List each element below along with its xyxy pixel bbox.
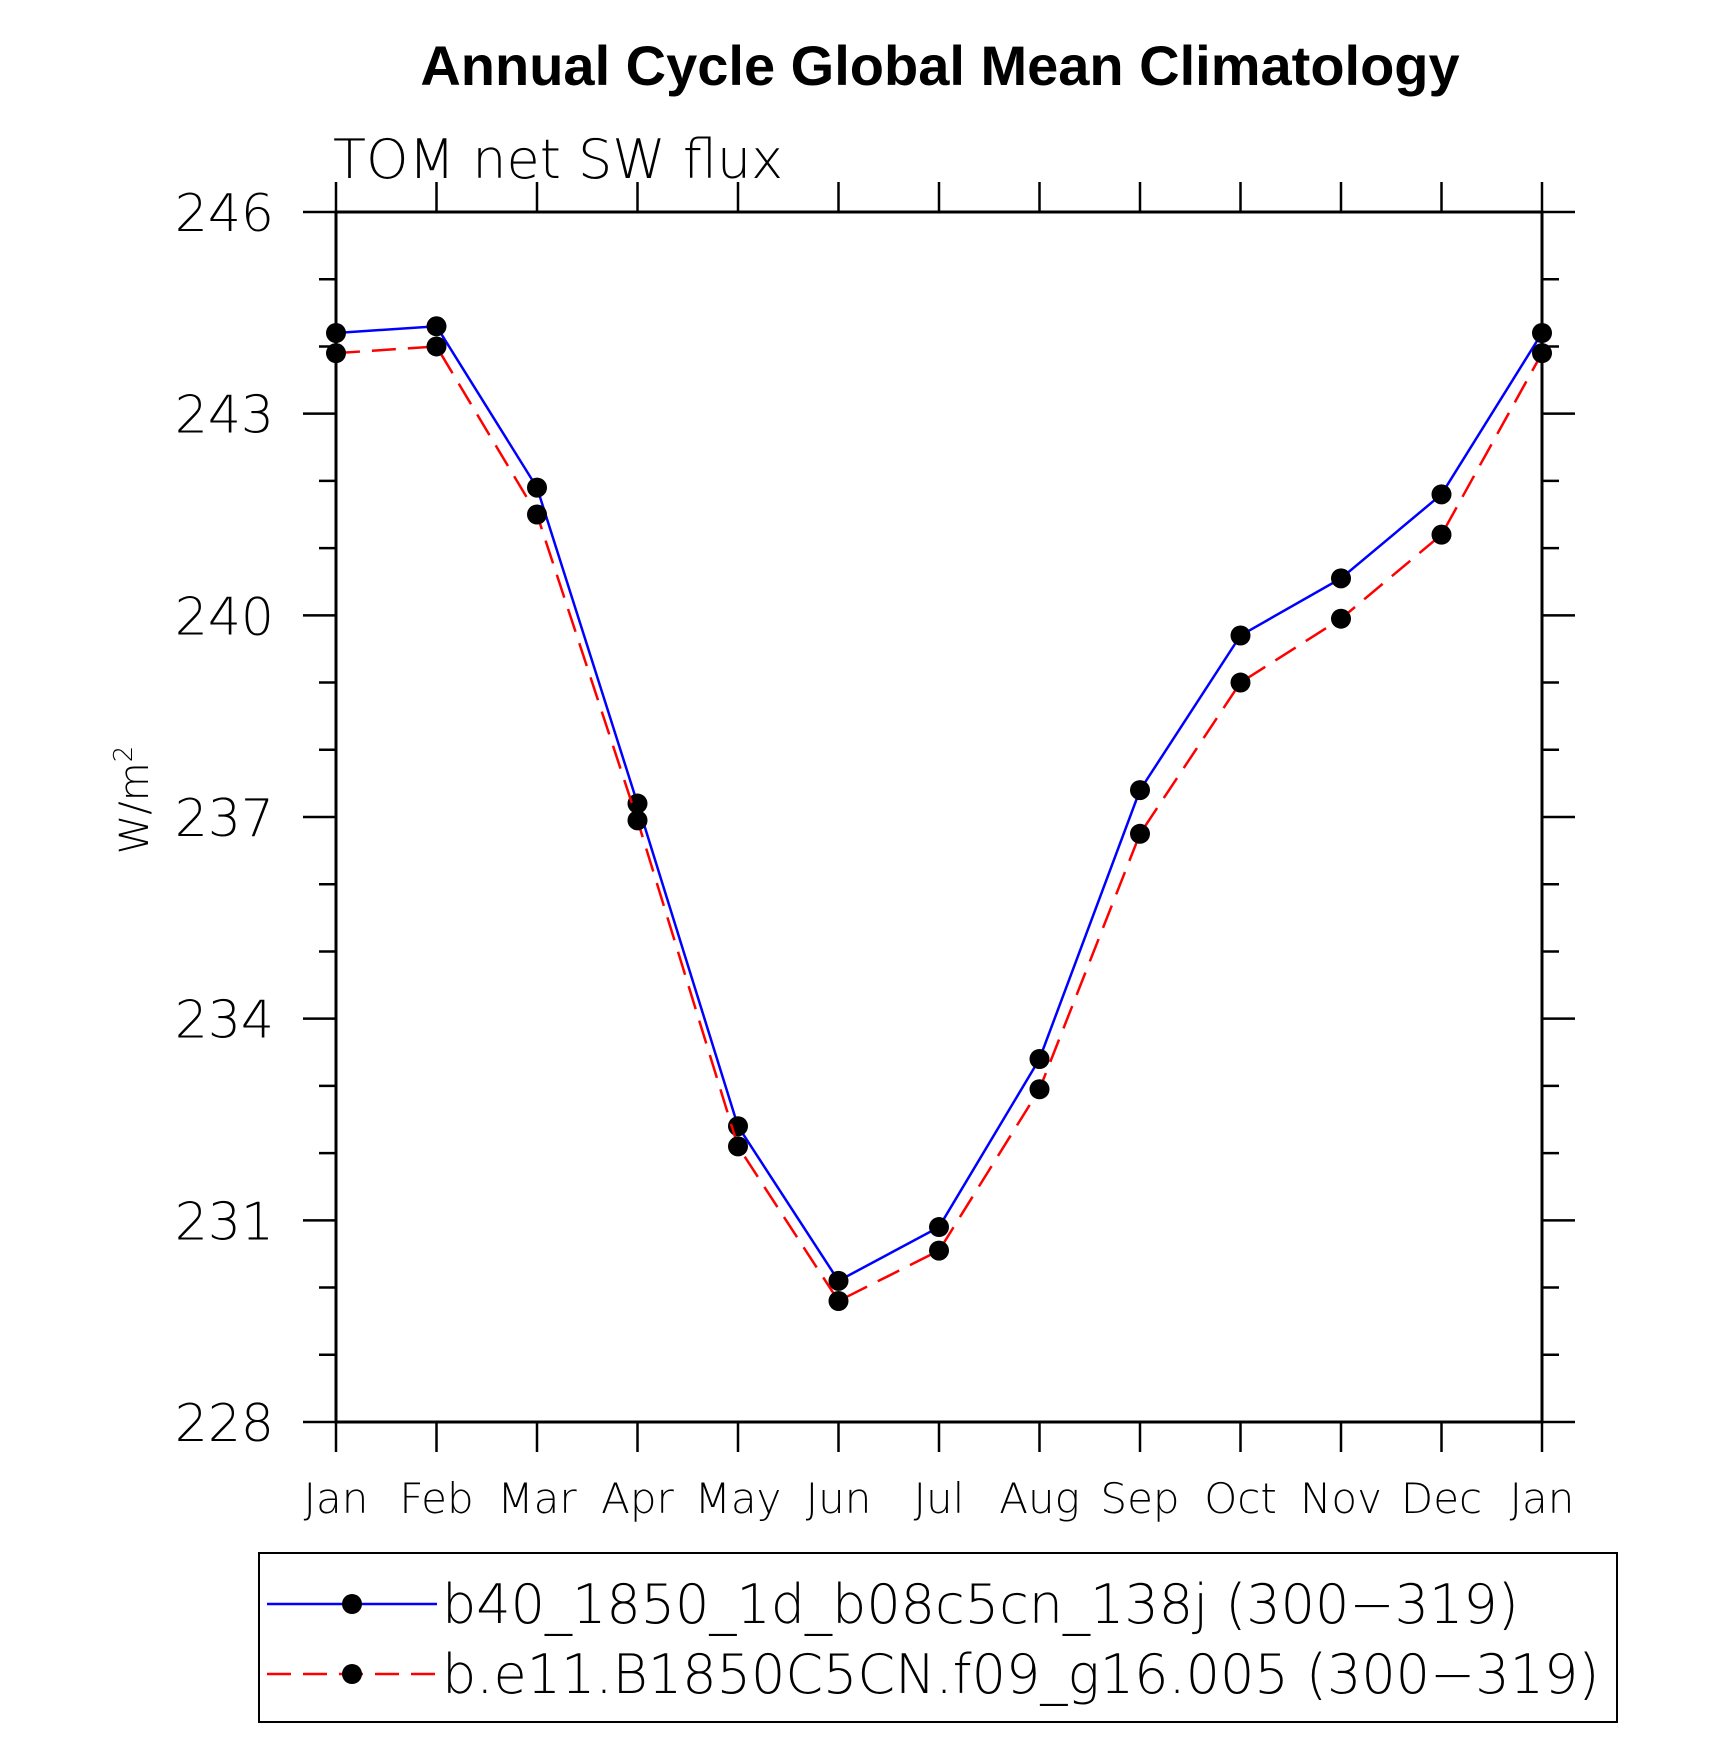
legend-marker (342, 1664, 362, 1684)
y-tick-label: 246 (175, 184, 274, 244)
data-point (1130, 823, 1150, 844)
series-1 (326, 316, 1552, 1291)
series-line (335, 345, 1544, 1303)
plot-frame (334, 210, 1544, 1424)
plot-area (326, 316, 1552, 1311)
data-point (1532, 323, 1552, 343)
x-tick-label: Sep (1100, 1474, 1179, 1523)
data-point (828, 1291, 849, 1311)
x-tick-label: May (695, 1474, 782, 1523)
x-tick-label: Oct (1204, 1474, 1277, 1523)
legend-marker (342, 1594, 362, 1614)
y-axis-title: W/m2 (109, 746, 158, 855)
legend-box (258, 1552, 1618, 1723)
x-tick-label: Mar (497, 1474, 577, 1523)
data-point (326, 343, 346, 364)
series-line (335, 324, 1544, 1283)
legend-entry-2: b.e11.B1850C5CN.f09_g16.005 (300−319) (267, 1643, 1599, 1706)
y-tick-label: 228 (175, 1394, 274, 1454)
x-tick-label: Jan (1510, 1474, 1575, 1523)
data-point (527, 504, 547, 525)
x-tick-label: Jun (806, 1474, 872, 1523)
x-tick-label: Nov (1300, 1474, 1382, 1523)
data-point (929, 1217, 949, 1238)
data-point (627, 810, 648, 831)
x-tick-label: Aug (999, 1474, 1080, 1523)
chart-subtitle: TOM net SW flux (333, 128, 783, 191)
data-point (1532, 343, 1552, 364)
data-point (326, 323, 346, 343)
y-axis-label-superscript: 2 (109, 746, 139, 763)
data-point (527, 477, 547, 498)
legend-entry-1: b40_1850_1d_b08c5cn_138j (300−319) (267, 1573, 1519, 1636)
x-axis: Jan Feb Mar Apr May Jun Jul Aug Sep Oct Nov Dec Jan (304, 182, 1575, 1523)
data-point (1431, 484, 1452, 505)
data-point (1331, 568, 1351, 589)
legend-entries: b40_1850_1d_b08c5cn_138j (300−319) b.e11.… (267, 1573, 1599, 1706)
y-tick-label: 234 (175, 991, 274, 1051)
legend: b40_1850_1d_b08c5cn_138j (300−319) b.e11.… (258, 1552, 1618, 1723)
data-point (929, 1240, 949, 1261)
x-tick-label: Jan (304, 1474, 369, 1523)
x-tick-label: Apr (601, 1474, 674, 1523)
legend-label: b.e11.B1850C5CN.f09_g16.005 (300−319) (442, 1643, 1599, 1706)
svg-text:W/m2: W/m2 (109, 746, 158, 855)
y-axis-label: W/m (112, 762, 158, 854)
y-axis: 228 231 234 237 240 243 246 (175, 184, 1575, 1454)
x-tick-label: Jul (914, 1474, 965, 1523)
data-point (1130, 780, 1150, 801)
x-tick-label: Dec (1401, 1474, 1482, 1523)
series-2 (326, 336, 1552, 1311)
data-point (1029, 1079, 1050, 1100)
y-tick-label: 231 (175, 1192, 274, 1252)
chart-title: Annual Cycle Global Mean Climatology (420, 34, 1459, 97)
data-point (728, 1136, 748, 1157)
data-point (426, 336, 447, 357)
data-point (1230, 625, 1251, 646)
data-point (1431, 524, 1452, 545)
data-point (828, 1270, 849, 1291)
data-point (627, 793, 648, 814)
plot-border (334, 210, 1544, 1424)
y-tick-label: 237 (175, 789, 274, 849)
data-point (426, 316, 447, 337)
y-tick-label: 240 (175, 587, 274, 647)
data-point (1331, 608, 1351, 629)
data-point (1029, 1049, 1050, 1069)
x-tick-label: Feb (399, 1474, 473, 1523)
legend-label: b40_1850_1d_b08c5cn_138j (300−319) (442, 1573, 1519, 1636)
y-tick-label: 243 (175, 386, 274, 446)
data-point (1230, 672, 1251, 693)
